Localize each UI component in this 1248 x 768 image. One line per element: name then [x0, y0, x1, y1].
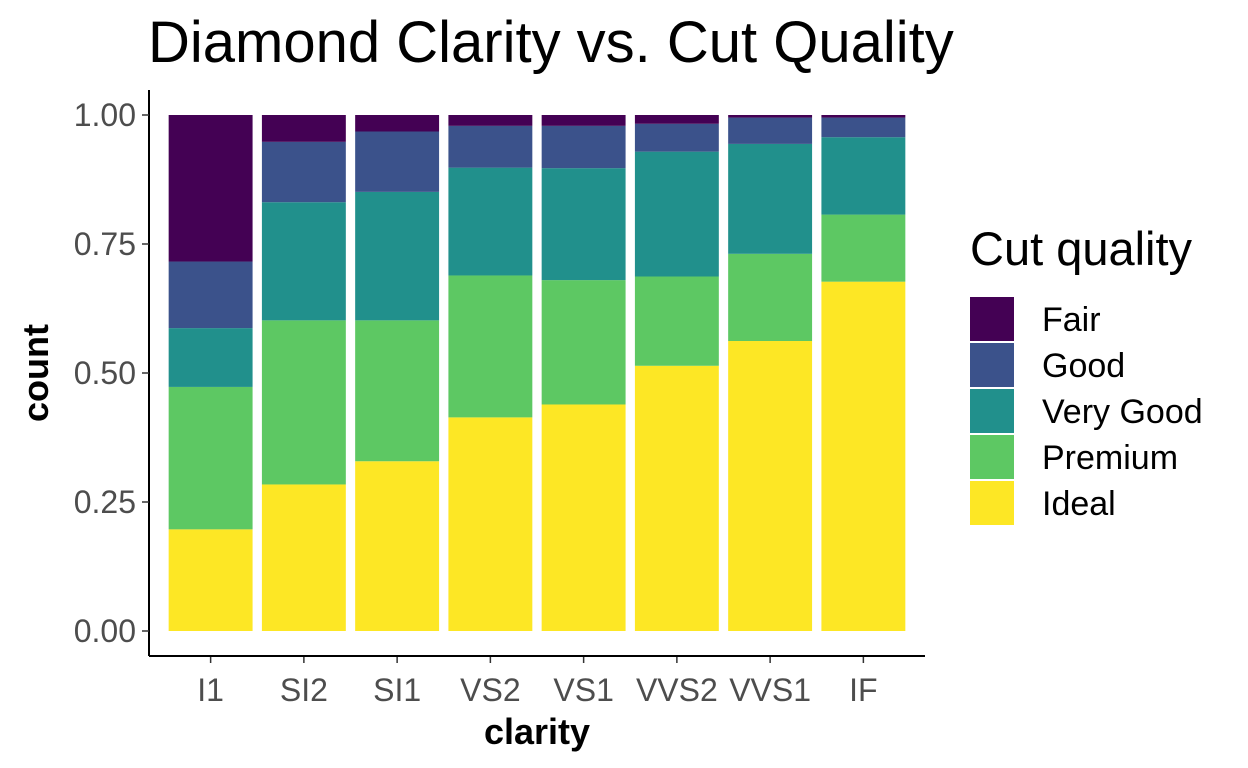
- x-tick-label: SI1: [373, 672, 421, 708]
- bar-if-fair: [821, 115, 906, 118]
- bar-si1-very-good: [355, 191, 440, 321]
- x-axis: I1 SI2 SI1 VS2 VS1 VVS2 VVS1 IF: [149, 655, 925, 708]
- chart-title: Diamond Clarity vs. Cut Quality: [148, 10, 954, 75]
- x-axis-title: clarity: [484, 711, 590, 752]
- y-tick-label: 0.00: [74, 613, 136, 649]
- bar-i1-fair: [168, 115, 253, 262]
- y-tick-label: 1.00: [74, 97, 136, 133]
- bar-si1-fair: [355, 115, 440, 132]
- bar-si1-good: [355, 131, 440, 192]
- bar-vvs1-premium: [728, 253, 813, 341]
- bar-si2-premium: [261, 320, 346, 485]
- legend-items: Fair Good Very Good Premium Ideal: [970, 297, 1203, 525]
- legend-label: Good: [1042, 347, 1125, 385]
- bar-vs1-ideal: [541, 404, 626, 631]
- legend-key-good: [970, 343, 1014, 387]
- bar-vvs2-premium: [634, 276, 719, 366]
- legend-key-very-good: [970, 389, 1014, 433]
- bar-vvs2-very-good: [634, 151, 719, 277]
- bar-vs2-fair: [448, 115, 533, 126]
- bar-vs2-good: [448, 125, 533, 168]
- bar-si1-premium: [355, 320, 440, 462]
- x-tick-label: SI2: [280, 672, 328, 708]
- legend-title: Cut quality: [970, 222, 1193, 275]
- bar-vvs1-very-good: [728, 143, 813, 254]
- bar-vvs1-good: [728, 117, 813, 144]
- bar-vs2-premium: [448, 275, 533, 418]
- legend-key-ideal: [970, 481, 1014, 525]
- bar-si1-ideal: [355, 461, 440, 631]
- bar-i1-good: [168, 261, 253, 329]
- legend-label: Very Good: [1042, 393, 1203, 431]
- x-tick-label: IF: [849, 672, 877, 708]
- legend-label: Fair: [1042, 301, 1101, 339]
- x-tick-label: VVS2: [636, 672, 718, 708]
- y-tick-label: 0.25: [74, 484, 136, 520]
- x-tick-label: VS2: [460, 672, 520, 708]
- bar-vs1-fair: [541, 115, 626, 126]
- bar-vs1-good: [541, 125, 626, 169]
- bar-si2-ideal: [261, 484, 346, 631]
- bar-vs2-ideal: [448, 417, 533, 631]
- y-tick-label: 0.50: [74, 355, 136, 391]
- bar-vs1-premium: [541, 280, 626, 405]
- y-axis: 0.00 0.25 0.50 0.75 1.00: [74, 90, 150, 656]
- bar-vvs1-fair: [728, 115, 813, 118]
- bar-if-ideal: [821, 281, 906, 631]
- bar-if-premium: [821, 214, 906, 282]
- bar-vvs2-ideal: [634, 365, 719, 631]
- bar-i1-ideal: [168, 529, 253, 631]
- x-tick-label: VS1: [553, 672, 613, 708]
- x-tick-label: VVS1: [729, 672, 811, 708]
- y-tick-label: 0.75: [74, 226, 136, 262]
- plot-area: [168, 115, 906, 631]
- bar-si2-fair: [261, 115, 346, 142]
- bar-vvs2-fair: [634, 115, 719, 124]
- legend-label: Ideal: [1042, 485, 1116, 523]
- bar-i1-premium: [168, 386, 253, 530]
- y-axis-title: count: [15, 324, 56, 422]
- bar-vs1-very-good: [541, 168, 626, 281]
- legend-key-premium: [970, 435, 1014, 479]
- legend: Cut quality Fair Good Very Good Premium Idea…: [970, 222, 1203, 525]
- bar-if-good: [821, 117, 906, 138]
- bar-si2-very-good: [261, 202, 346, 321]
- legend-key-fair: [970, 297, 1014, 341]
- bar-if-very-good: [821, 137, 906, 215]
- x-tick-label: I1: [197, 672, 224, 708]
- bar-vvs2-good: [634, 123, 719, 152]
- legend-label: Premium: [1042, 439, 1178, 477]
- bar-vvs1-ideal: [728, 341, 813, 631]
- bar-si2-good: [261, 141, 346, 203]
- bar-i1-very-good: [168, 328, 253, 387]
- bar-vs2-very-good: [448, 167, 533, 276]
